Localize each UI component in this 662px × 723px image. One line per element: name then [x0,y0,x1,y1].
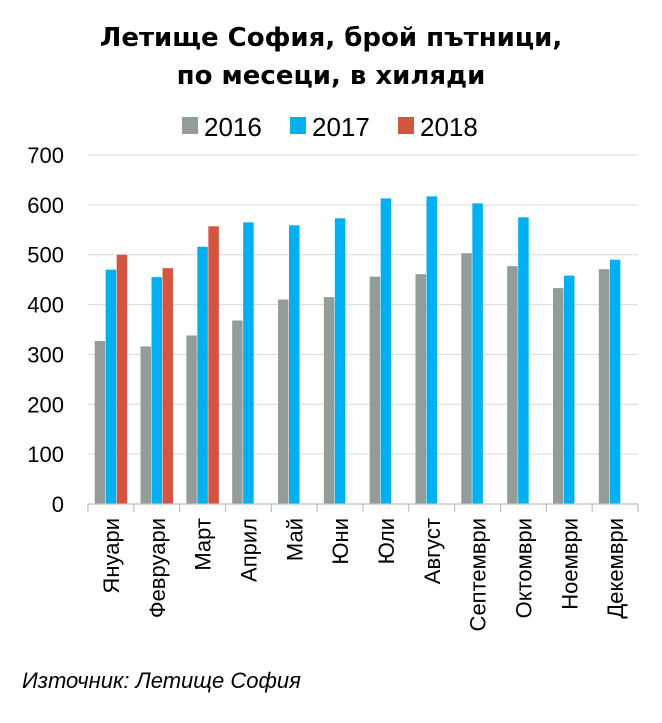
source-note: Източник: Летище София [22,668,301,693]
x-tick-label: Ноември [557,518,582,610]
y-tick-label: 600 [27,193,64,218]
bar-2016-Януари [94,340,106,504]
x-tick-label: Януари [99,518,124,594]
bar-2017-Юни [334,218,346,504]
bar-2017-Ноември [564,275,575,504]
bar-2016-Декември [598,269,610,504]
bar-2017-Февруари [151,277,162,504]
chart-title-line-2: по месеци, в хиляди [177,61,486,91]
legend-swatch-2018 [398,117,414,134]
legend: 2016 2017 2018 [182,112,478,142]
legend-label: 2016 [204,112,262,142]
x-tick-label: Декември [603,518,628,619]
y-tick-label: 200 [27,392,64,417]
chart-title-line-1: Летище София, брой пътници, [100,23,563,53]
y-tick-label: 700 [27,143,64,168]
bar-2016-Февруари [140,346,151,504]
bar-2016-Юли [369,276,381,504]
bar-2016-Август [415,274,426,504]
y-tick-label: 100 [27,442,64,467]
bar-2017-Март [197,246,208,505]
legend-label: 2017 [312,112,370,142]
bar-2017-Септември [472,203,483,504]
x-tick-label: Март [191,518,216,571]
y-tick-label: 300 [27,342,64,367]
bar-2017-Април [243,222,254,505]
y-tick-label: 0 [52,492,64,517]
bar-2017-Юли [380,198,392,504]
bar-2016-Май [278,299,289,504]
x-tick-label: Юли [374,518,399,564]
bar-2016-Октомври [507,266,518,504]
x-tick-label: Септември [466,518,491,631]
bar-2016-Април [232,320,243,504]
bar-2017-Октомври [518,217,529,505]
y-tick-label: 400 [27,293,64,318]
bar-2017-Май [289,225,300,504]
legend-swatch-2017 [290,117,306,134]
x-tick-label: Август [420,518,445,584]
legend-swatch-2016 [182,117,198,134]
bar-2018-Януари [116,254,128,504]
x-tick-label: Октомври [511,518,536,618]
bar-2017-Януари [105,269,117,504]
bar-2018-Март [208,226,219,504]
bar-2016-Юни [323,297,335,504]
bar-2017-Август [426,196,437,505]
x-tick-label: Април [236,518,261,582]
legend-label: 2018 [420,112,478,142]
bar-2017-Декември [609,259,621,504]
bar-2016-Март [186,335,197,504]
bar-2016-Септември [461,253,472,504]
x-tick-label: Февруари [145,518,170,618]
y-tick-label: 500 [27,243,64,268]
x-tick-label: Май [282,518,307,561]
bars [94,196,621,505]
y-axis: 0 100 200 300 400 500 600 700 [27,143,64,517]
bar-2016-Ноември [553,288,564,504]
x-axis: Януари Февруари Март Април Май Юни Юли Август Се… [87,503,639,631]
x-tick-label: Юни [328,518,353,565]
grid [88,154,638,455]
bar-2018-Февруари [162,268,173,504]
